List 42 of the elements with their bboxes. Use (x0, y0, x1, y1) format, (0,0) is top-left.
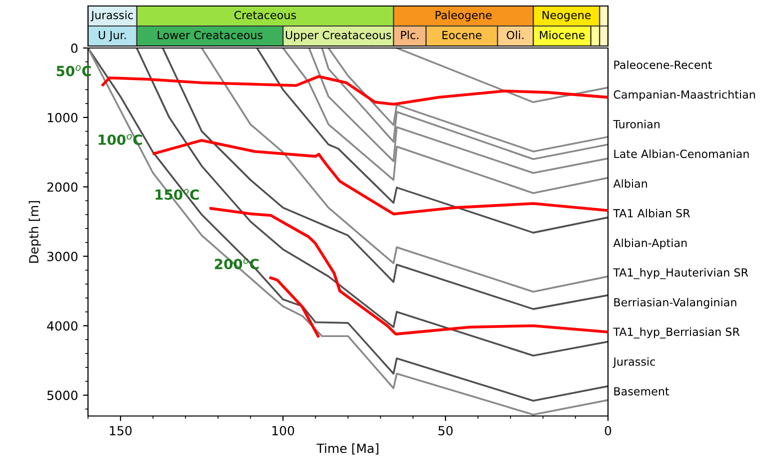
text: Campanian-Maastrichtian (614, 90, 755, 101)
x-tick-label: 150 (110, 426, 132, 436)
data-label: Cretaceous (234, 10, 296, 20)
y-tick-label: 4000 (47, 321, 78, 331)
text: TA1 Albian SR (613, 208, 690, 218)
text: Albian (613, 179, 647, 188)
x-tick-label: 50 (438, 426, 453, 436)
series-label: 100$^{o}$C (98, 134, 142, 145)
line-series (102, 75, 608, 106)
line-series (152, 138, 608, 216)
y-tick-label: 1000 (48, 112, 78, 122)
y-tick-label: 3000 (47, 252, 78, 262)
y-axis-title: Depth [m] (28, 201, 41, 263)
text: Paleocene-Recent (614, 60, 712, 70)
data-label: Miocene (540, 30, 585, 40)
data-label: U Jur. (98, 30, 126, 42)
text: Albian-Aptian (613, 238, 687, 250)
line-series (256, 48, 608, 234)
data-label: Oli. (506, 30, 524, 40)
x-tick-label: 100 (272, 426, 294, 436)
line-series (269, 276, 320, 338)
data-label: Lower Creataceous (158, 30, 262, 40)
y-tick-label: 2000 (47, 182, 78, 192)
line-series (282, 48, 608, 194)
text: Basement (614, 387, 670, 396)
y-tick-label: 0 (71, 43, 78, 53)
data-label: Jurassic (90, 10, 133, 22)
data-label: Upper Creataceous (286, 30, 392, 42)
y-tick-label: 5000 (47, 390, 78, 400)
x-axis-title: Time [Ma] (316, 443, 378, 455)
text: TA1_hyp_Berriasian SR (613, 327, 740, 338)
data-label: Plc. (401, 30, 418, 40)
text: TA1_hyp_Hauterivian SR (613, 268, 748, 280)
text: Berriasian-Valanginian (614, 298, 736, 309)
text: Jurassic (612, 357, 655, 368)
x-tick-label: 0 (604, 426, 612, 436)
data-label: Neogene (542, 10, 591, 22)
text: Turonian (613, 120, 660, 128)
data-label: Eocene (442, 30, 482, 40)
line-series (209, 207, 608, 336)
data-label: Paleogene (436, 10, 492, 22)
text: Late Albian-Cenomanian (614, 149, 749, 158)
